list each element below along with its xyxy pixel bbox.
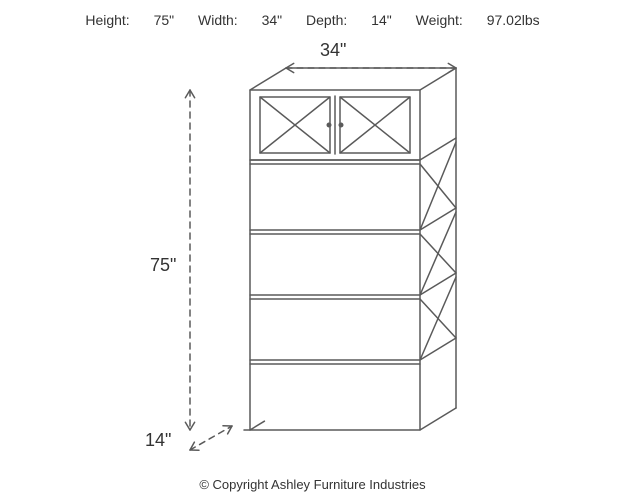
furniture-diagram [0, 0, 625, 500]
height-dim-label: 75" [150, 255, 176, 276]
copyright-text: © Copyright Ashley Furniture Industries [0, 477, 625, 492]
depth-dim-label: 14" [145, 430, 171, 451]
width-dim-label: 34" [320, 40, 346, 61]
